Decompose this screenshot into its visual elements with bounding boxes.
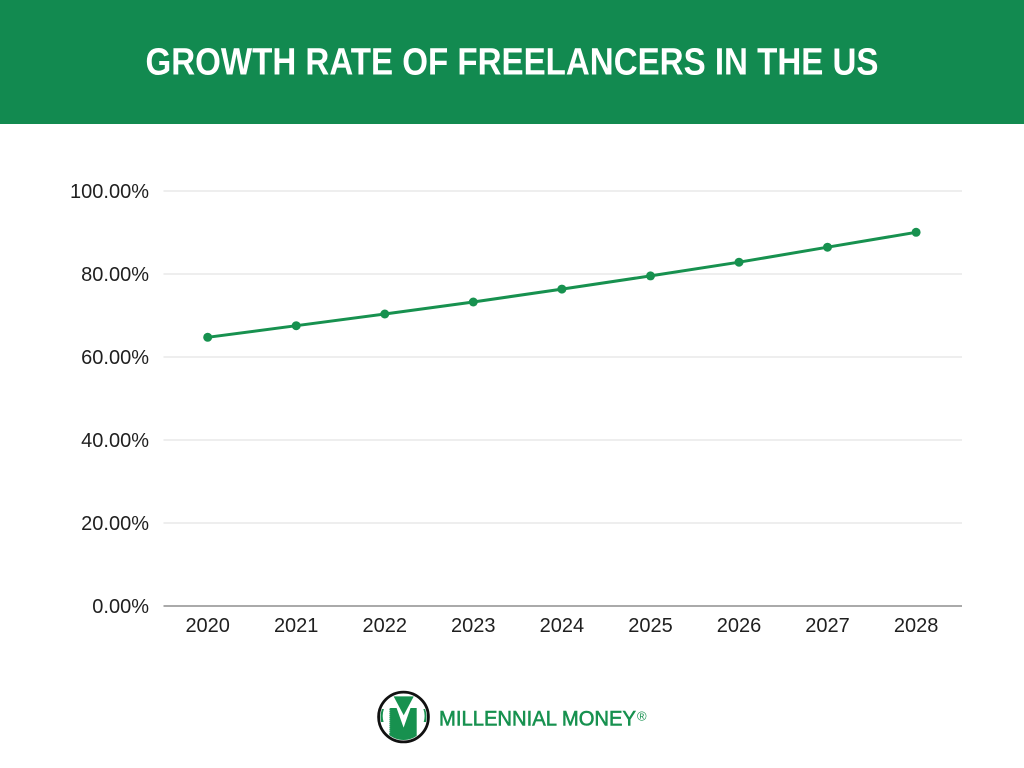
svg-text:MILLENNIAL MONEY: MILLENNIAL MONEY — [439, 706, 636, 730]
svg-text:2026: 2026 — [717, 615, 762, 637]
svg-text:0.00%: 0.00% — [92, 596, 149, 618]
svg-text:2028: 2028 — [894, 615, 939, 637]
svg-text:2022: 2022 — [363, 615, 408, 637]
svg-text:2027: 2027 — [805, 615, 850, 637]
svg-text:GROWTH RATE OF FREELANCERS IN: GROWTH RATE OF FREELANCERS IN THE US — [146, 42, 879, 84]
svg-text:2020: 2020 — [185, 615, 230, 637]
svg-text:40.00%: 40.00% — [81, 430, 149, 452]
svg-text:®: ® — [637, 709, 647, 724]
svg-text:100.00%: 100.00% — [70, 181, 149, 203]
svg-text:20.00%: 20.00% — [81, 513, 149, 535]
svg-text:80.00%: 80.00% — [81, 264, 149, 286]
svg-text:60.00%: 60.00% — [81, 347, 149, 369]
svg-text:2023: 2023 — [451, 615, 496, 637]
svg-text:2021: 2021 — [274, 615, 319, 637]
svg-text:2025: 2025 — [628, 615, 673, 637]
svg-text:2024: 2024 — [540, 615, 585, 637]
